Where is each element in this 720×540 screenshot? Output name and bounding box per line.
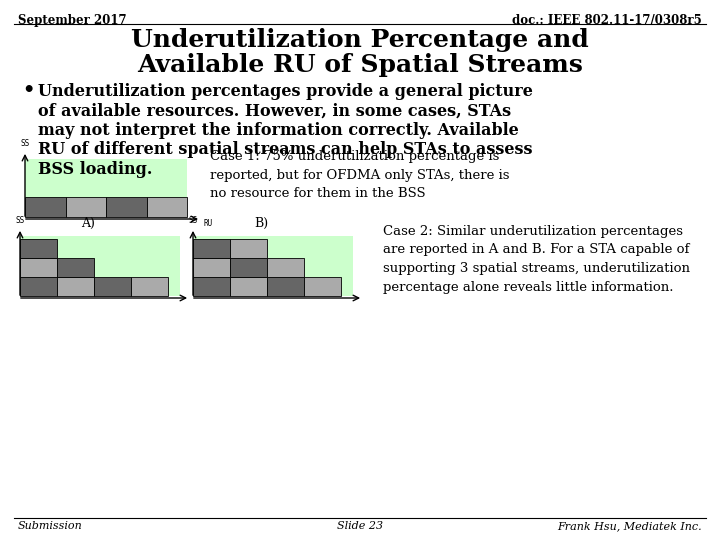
Text: Available RU of Spatial Streams: Available RU of Spatial Streams (137, 53, 583, 77)
Text: B): B) (254, 217, 268, 230)
Text: Case 2: Similar underutilization percentages
are reported in A and B. For a STA : Case 2: Similar underutilization percent… (383, 225, 690, 294)
Text: may not interpret the information correctly. Available: may not interpret the information correc… (38, 122, 518, 139)
Text: RU: RU (203, 219, 212, 228)
Text: doc.: IEEE 802.11-17/0308r5: doc.: IEEE 802.11-17/0308r5 (512, 14, 702, 27)
Text: SS: SS (189, 216, 197, 225)
Bar (193, 239, 230, 258)
Text: Underutilization Percentage and: Underutilization Percentage and (131, 28, 589, 52)
Bar (94, 277, 131, 296)
Text: RU of different spatial streams can help STAs to assess: RU of different spatial streams can help… (38, 141, 533, 159)
Text: BSS loading.: BSS loading. (38, 161, 153, 178)
Bar (106, 197, 146, 217)
Text: Submission: Submission (18, 521, 83, 531)
Bar (146, 197, 187, 217)
Text: Case 1: 75% underutilization percentage is
reported, but for OFDMA only STAs, th: Case 1: 75% underutilization percentage … (210, 150, 510, 200)
Text: September 2017: September 2017 (18, 14, 127, 27)
Bar (25, 197, 66, 217)
Bar (20, 258, 57, 277)
Bar (304, 277, 341, 296)
Bar (25, 159, 187, 217)
Bar (193, 258, 230, 277)
Text: Frank Hsu, Mediatek Inc.: Frank Hsu, Mediatek Inc. (557, 521, 702, 531)
Text: A): A) (81, 217, 95, 230)
Bar (20, 236, 180, 296)
Bar (230, 239, 267, 258)
Bar (230, 258, 267, 277)
Text: Underutilization percentages provide a general picture: Underutilization percentages provide a g… (38, 83, 533, 100)
Text: SS: SS (15, 216, 24, 225)
Bar (131, 277, 168, 296)
Bar (57, 277, 94, 296)
Text: of available resources. However, in some cases, STAs: of available resources. However, in some… (38, 103, 511, 119)
Bar (20, 277, 57, 296)
Bar (193, 277, 230, 296)
Text: •: • (22, 81, 35, 99)
Bar (20, 239, 57, 258)
Bar (66, 197, 106, 217)
Bar (193, 236, 353, 296)
Bar (230, 277, 267, 296)
Text: Slide 23: Slide 23 (337, 521, 383, 531)
Bar (57, 258, 94, 277)
Bar (267, 258, 304, 277)
Text: SS: SS (20, 139, 30, 148)
Bar (267, 277, 304, 296)
